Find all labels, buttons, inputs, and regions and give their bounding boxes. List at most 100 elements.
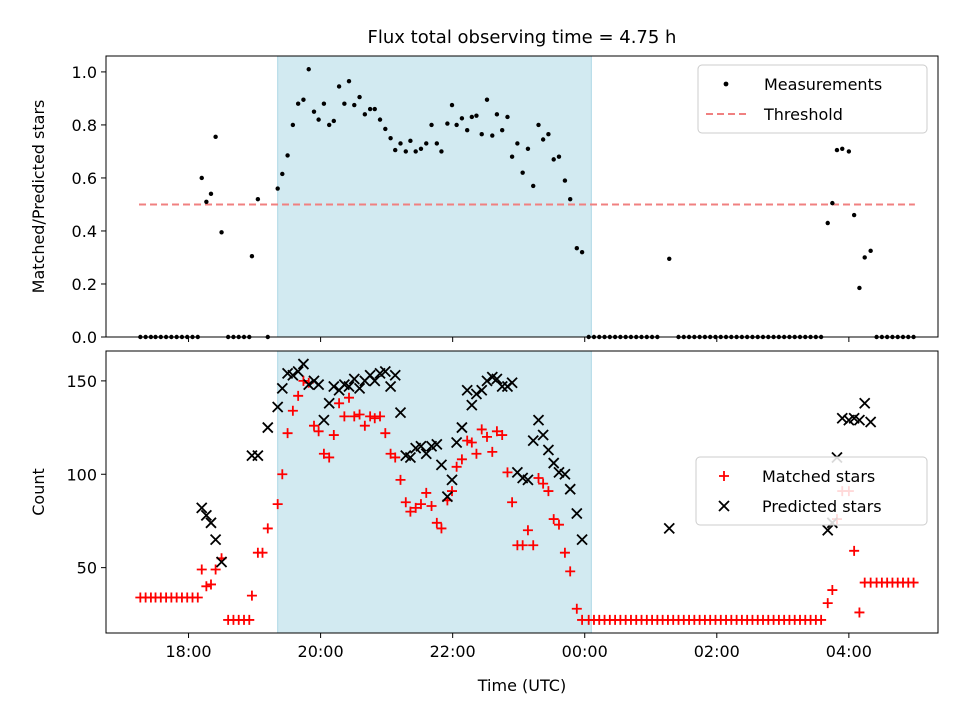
x-tick-label: 04:00 xyxy=(826,642,872,661)
y-tick-label: 150 xyxy=(66,372,97,391)
matched-star-point xyxy=(533,472,544,483)
measurement-point xyxy=(342,101,347,106)
measurement-point xyxy=(840,146,845,151)
measurement-point xyxy=(352,102,357,108)
measurement-point xyxy=(479,132,484,137)
x-tick-label: 20:00 xyxy=(298,642,344,661)
predicted-star-point xyxy=(836,412,848,424)
measurement-point xyxy=(536,122,541,128)
predicted-star-point xyxy=(292,365,304,378)
measurement-point xyxy=(540,137,546,142)
measurement-point xyxy=(454,122,459,128)
matched-star-point xyxy=(849,545,860,556)
predicted-star-point xyxy=(404,451,417,464)
measurement-point xyxy=(568,196,573,202)
matched-star-point xyxy=(816,614,827,625)
matched-star-point xyxy=(369,413,380,424)
measurement-point xyxy=(285,153,290,158)
x-tick-label: 00:00 xyxy=(562,642,608,661)
measurement-point xyxy=(321,101,327,106)
matched-star-point xyxy=(497,430,508,441)
matched-star-point xyxy=(205,579,216,590)
y-tick-label: 0.0 xyxy=(72,328,97,347)
measurement-point xyxy=(255,196,261,202)
measurement-point xyxy=(362,112,368,117)
measurement-point xyxy=(208,191,214,197)
matched-star-point xyxy=(571,603,582,614)
matched-star-point xyxy=(908,577,919,588)
measurement-point xyxy=(331,118,337,124)
predicted-star-point xyxy=(389,369,401,381)
measurement-point xyxy=(219,230,224,235)
x-tick-label: 22:00 xyxy=(430,642,476,661)
matched-star-point xyxy=(359,420,370,431)
matched-star-point xyxy=(262,523,273,534)
measurement-point xyxy=(346,78,352,84)
predicted-star-point xyxy=(252,449,264,462)
measurement-point xyxy=(199,175,204,181)
matched-star-point xyxy=(522,525,533,536)
y-tick-label: 50 xyxy=(77,559,97,578)
predicted-star-point xyxy=(297,358,310,370)
legend-label: Threshold xyxy=(763,105,843,124)
predicted-star-point xyxy=(200,509,213,521)
matched-star-point xyxy=(462,435,473,446)
predicted-star-point xyxy=(548,457,560,469)
matched-star-point xyxy=(210,564,221,575)
matched-star-point xyxy=(313,426,324,437)
predicted-star-point xyxy=(420,448,432,460)
count-y-axis-label: Count xyxy=(29,468,48,516)
matched-star-point xyxy=(491,426,502,437)
predicted-star-point xyxy=(328,380,340,393)
matched-star-point xyxy=(277,469,288,480)
matched-star-point xyxy=(244,614,255,625)
measurement-point xyxy=(367,106,373,112)
predicted-star-point xyxy=(571,507,583,520)
measurement-point xyxy=(499,128,505,133)
measurement-point xyxy=(445,121,450,126)
matched-star-point xyxy=(507,497,518,508)
predicted-star-point xyxy=(822,524,834,536)
matched-star-point xyxy=(543,486,554,497)
matched-star-point xyxy=(456,454,467,465)
measurement-point xyxy=(509,154,515,159)
measurement-point xyxy=(851,212,857,218)
matched-star-point xyxy=(390,452,401,463)
legend-plus-marker xyxy=(719,471,729,481)
measurement-point xyxy=(464,128,470,133)
predicted-star-point xyxy=(542,444,555,456)
ratio-axes-frame xyxy=(105,55,939,338)
predicted-star-point xyxy=(506,377,518,389)
measurement-point xyxy=(413,149,418,154)
ratio-panel: 0.0 0.2 0.4 0.6 0.8 1.0 Matched/Predicted sta… xyxy=(29,55,939,347)
predicted-star-point xyxy=(466,399,478,411)
count-y-ticks: 50 100 150 xyxy=(66,372,106,578)
measurement-point xyxy=(275,186,280,191)
predicted-star-point xyxy=(576,533,588,546)
measurement-point xyxy=(515,141,520,146)
predicted-star-point xyxy=(450,436,463,449)
matched-star-point xyxy=(318,448,329,459)
measurement-point xyxy=(857,285,862,291)
matched-star-point xyxy=(339,411,350,422)
observing-window-bottom xyxy=(277,350,592,634)
measurement-point xyxy=(377,117,383,122)
matched-star-point xyxy=(528,540,539,551)
chart-title: Flux total observing time = 4.75 h xyxy=(368,27,677,48)
matched-star-point xyxy=(246,590,257,601)
predicted-star-point xyxy=(431,438,443,451)
matched-star-point xyxy=(471,448,482,459)
measurement-point xyxy=(204,199,209,205)
predicted-star-point xyxy=(384,380,397,393)
matched-star-point xyxy=(548,514,559,525)
matched-star-point xyxy=(517,540,528,551)
matched-star-point xyxy=(298,375,309,386)
predicted-star-point xyxy=(318,414,330,426)
predicted-star-point xyxy=(663,522,675,535)
y-tick-label: 0.6 xyxy=(72,169,97,188)
legend-box xyxy=(697,64,928,134)
measurement-point xyxy=(525,146,531,151)
predicted-star-point xyxy=(209,533,222,546)
predicted-star-point xyxy=(481,375,493,387)
